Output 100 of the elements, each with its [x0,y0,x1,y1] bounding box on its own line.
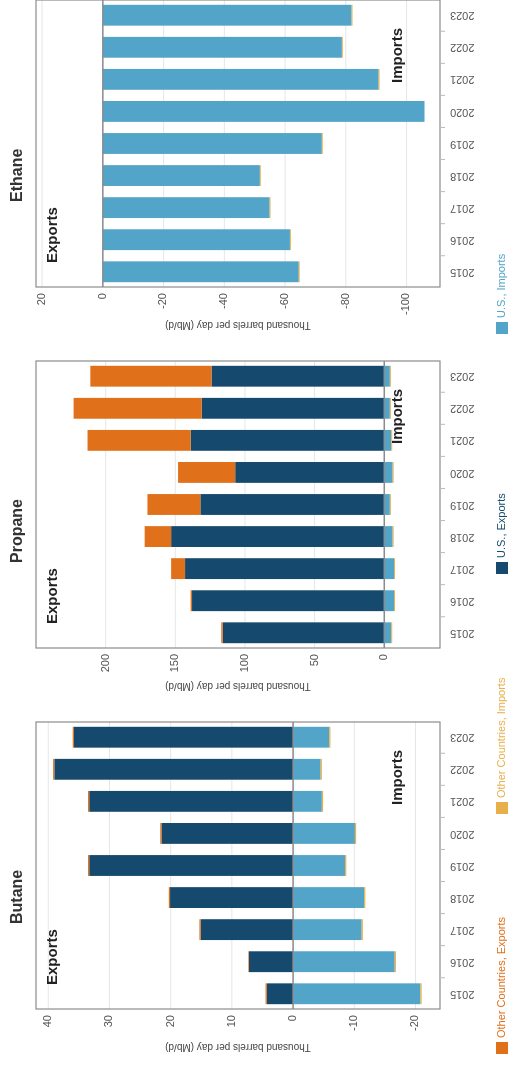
bar [171,558,186,580]
x-tick-label: 200 [98,654,111,673]
y-tick-label: 2023 [450,732,475,745]
bar [293,855,346,876]
bar [144,526,172,547]
bar [293,726,330,748]
x-tick-label: -40 [217,293,230,309]
text: Other Countries, Imports [494,677,507,798]
text: U.S., Exports [494,492,507,558]
bar [102,165,260,186]
bar [87,429,191,451]
bar [293,983,421,1005]
y-tick-label: 2016 [450,595,475,608]
x-tick-label: -20 [408,1015,421,1031]
x-tick-label: -100 [399,293,412,316]
annotation: Imports [388,389,405,445]
bar [235,462,385,483]
bar [73,397,202,419]
y-tick-label: 2015 [450,988,475,1001]
annotation: Imports [388,28,405,84]
annotation: Exports [43,568,60,624]
text: Propane [8,498,25,563]
y-tick-label: 2023 [450,371,475,384]
y-tick-label: 2020 [450,106,475,119]
y-tick-label: 2023 [450,10,475,23]
bar [384,590,395,612]
bar [293,823,355,844]
bar [89,855,294,876]
bar [102,101,425,122]
bar [200,494,385,515]
bar [178,462,236,483]
bar [293,919,362,941]
y-tick-label: 2015 [450,266,475,279]
bar [293,790,322,812]
x-tick-label: 100 [237,654,250,673]
bar [102,133,322,154]
text: U.S., Imports [494,253,507,318]
bar [201,397,385,419]
bar [190,429,385,451]
x-tick-label: 20 [34,293,47,306]
bar [161,823,294,844]
bar [102,36,342,58]
y-tick-label: 2019 [450,860,475,873]
x-tick-label: 40 [41,1015,54,1028]
bar [211,365,385,387]
bar [89,790,294,812]
bar [293,887,365,908]
x-axis-title: Thousand barrels per day (Mb/d) [165,1042,311,1054]
bar [102,229,290,251]
bar [185,558,385,580]
bar [102,68,379,90]
x-tick-label: -10 [347,1015,360,1031]
bar [293,951,395,973]
y-tick-label: 2015 [450,627,475,640]
bar [266,983,294,1005]
y-tick-label: 2020 [450,828,475,841]
y-tick-label: 2022 [450,403,475,416]
x-tick-label: 20 [163,1015,176,1028]
bar [200,919,294,941]
bar [192,590,385,612]
y-tick-label: 2017 [450,563,475,576]
x-tick-label: 0 [377,654,390,661]
x-tick-label: 150 [168,654,181,673]
bar [171,526,385,547]
x-tick-label: 50 [307,654,320,667]
y-tick-label: 2022 [450,42,475,55]
y-tick-label: 2017 [450,924,475,937]
bar [249,951,294,973]
x-tick-label: -80 [338,293,351,309]
x-tick-label: 0 [95,293,108,300]
bar [170,887,294,908]
bar [54,758,294,780]
x-tick-label: 10 [224,1015,237,1028]
bar [384,558,395,580]
y-tick-label: 2019 [450,499,475,512]
annotation: Imports [388,750,405,806]
bar [102,4,352,26]
x-tick-label: 0 [286,1015,298,1022]
annotation: Exports [43,929,60,985]
y-tick-label: 2019 [450,138,475,151]
y-tick-label: 2018 [450,531,475,544]
text: Ethane [8,148,25,202]
bar [73,726,294,748]
y-tick-label: 2021 [450,435,475,448]
x-axis-title: Thousand barrels per day (Mb/d) [165,320,311,332]
bar [102,197,270,219]
bar [147,494,201,515]
x-tick-label: -20 [156,293,169,309]
bar [102,261,299,283]
x-tick-label: -60 [277,293,290,309]
y-tick-label: 2021 [450,74,475,87]
bar [90,365,212,387]
x-axis-title: Thousand barrels per day (Mb/d) [165,681,311,693]
text: Other Countries, Exports [494,916,507,1038]
y-tick-label: 2018 [450,170,475,183]
annotation: Exports [43,207,60,263]
y-tick-label: 2017 [450,202,475,215]
bar [222,622,385,644]
y-tick-label: 2020 [450,467,475,480]
bar [293,758,321,780]
